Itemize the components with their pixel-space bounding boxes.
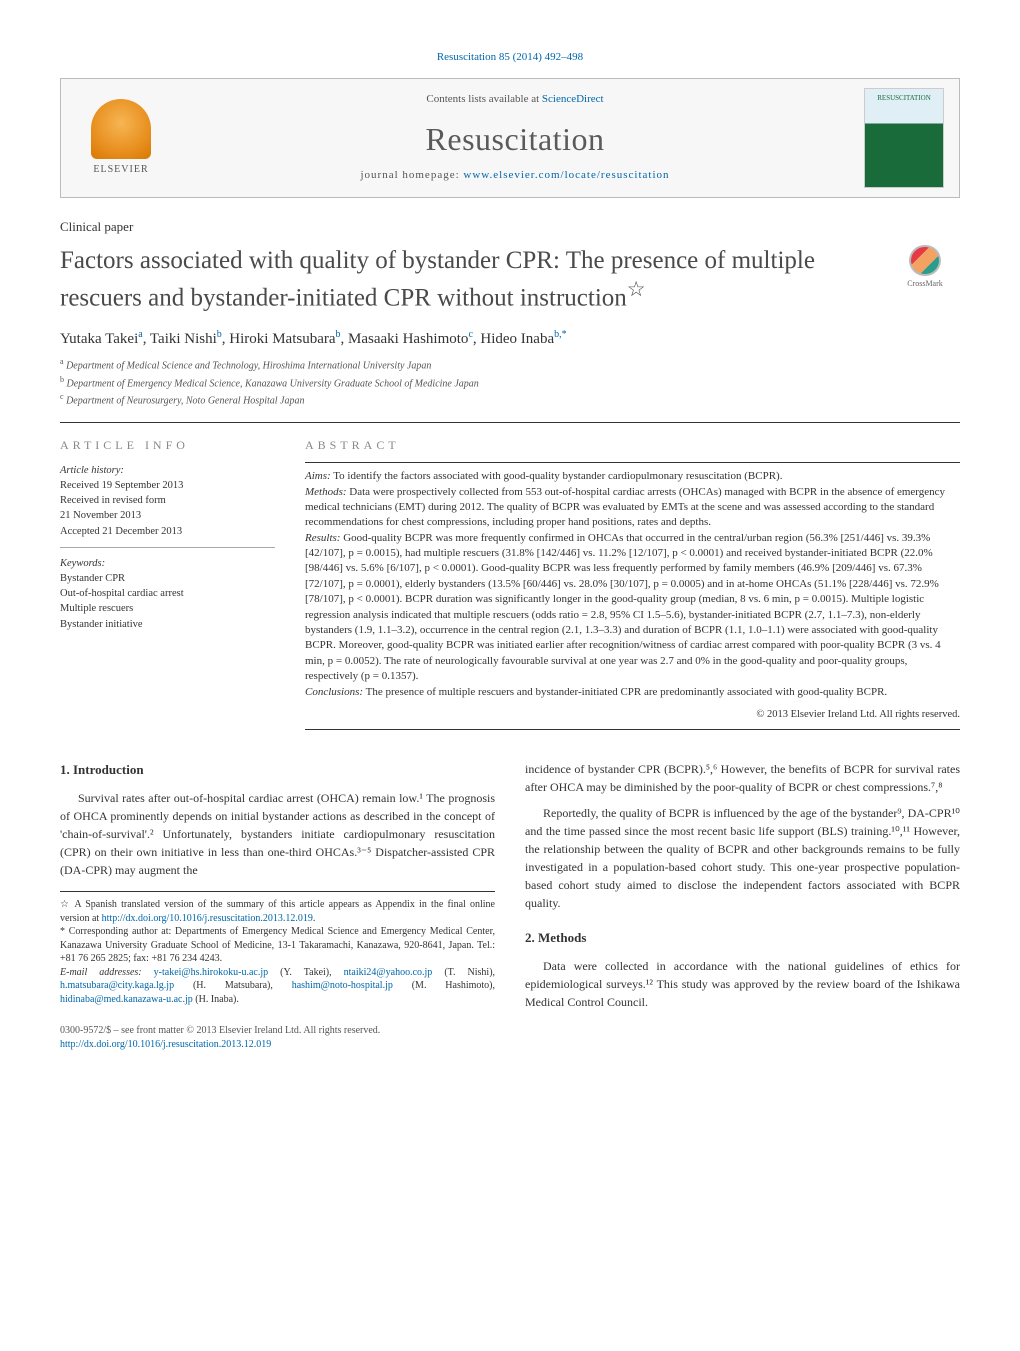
article-info-sidebar: ARTICLE INFO Article history: Received 1… (60, 437, 275, 729)
crossmark-icon (909, 245, 941, 276)
history-label: Article history: (60, 463, 275, 478)
keyword-0: Bystander CPR (60, 571, 275, 586)
authors-list: Yutaka Takeia, Taiki Nishib, Hiroki Mats… (60, 328, 960, 351)
article-title: Factors associated with quality of bysta… (60, 245, 890, 314)
revised-date: 21 November 2013 (60, 508, 275, 523)
footer-doi-link[interactable]: http://dx.doi.org/10.1016/j.resuscitatio… (60, 1038, 495, 1052)
abstract-aims: Aims: To identify the factors associated… (305, 469, 960, 484)
author-3: Masaaki Hashimotoc (348, 331, 473, 347)
author-4: Hideo Inabab,* (480, 331, 566, 347)
elsevier-tree-icon (91, 99, 151, 159)
abstract-bottom-divider (305, 729, 960, 730)
affiliation-c: c Department of Neurosurgery, Noto Gener… (60, 391, 960, 408)
email-label: E-mail addresses: (60, 967, 142, 978)
methods-p1: Data were collected in accordance with t… (525, 957, 960, 1011)
keyword-1: Out-of-hospital cardiac arrest (60, 586, 275, 601)
divider (60, 422, 960, 423)
abstract-divider (305, 462, 960, 463)
footer-line1: 0300-9572/$ – see front matter © 2013 El… (60, 1024, 495, 1038)
cover-title: RESUSCITATION (869, 93, 939, 103)
email-1[interactable]: ntaiki24@yahoo.co.jp (344, 967, 433, 978)
abstract-results: Results: Good-quality BCPR was more freq… (305, 531, 960, 685)
email-4[interactable]: hidinaba@med.kanazawa-u.ac.jp (60, 994, 193, 1005)
footnote-corresponding: * Corresponding author at: Departments o… (60, 925, 495, 966)
author-0: Yutaka Takeia (60, 331, 143, 347)
author-2: Hiroki Matsubarab (229, 331, 340, 347)
journal-homepage: journal homepage: www.elsevier.com/locat… (181, 168, 849, 184)
footer-copyright: 0300-9572/$ – see front matter © 2013 El… (60, 1024, 495, 1052)
footnote-doi-link[interactable]: http://dx.doi.org/10.1016/j.resuscitatio… (102, 913, 313, 924)
intro-heading: 1. Introduction (60, 760, 495, 780)
article-info-heading: ARTICLE INFO (60, 437, 275, 454)
abstract-section: ABSTRACT Aims: To identify the factors a… (305, 437, 960, 729)
abstract-methods: Methods: Data were prospectively collect… (305, 485, 960, 531)
homepage-label: journal homepage: (360, 169, 459, 181)
contents-available: Contents lists available at ScienceDirec… (181, 92, 849, 108)
email-0[interactable]: y-takei@hs.hirokoku-u.ac.jp (154, 967, 268, 978)
email-2[interactable]: h.matsubara@city.kaga.lg.jp (60, 980, 174, 991)
citation-header: Resuscitation 85 (2014) 492–498 (60, 50, 960, 66)
affiliation-a: a Department of Medical Science and Tech… (60, 356, 960, 373)
methods-heading: 2. Methods (525, 928, 960, 948)
crossmark-badge[interactable]: CrossMark (890, 245, 960, 290)
journal-cover-thumb: RESUSCITATION (864, 88, 944, 188)
revised-label: Received in revised form (60, 493, 275, 508)
contents-label: Contents lists available at (426, 93, 539, 105)
email-3[interactable]: hashim@noto-hospital.jp (292, 980, 393, 991)
body-column-right: incidence of bystander CPR (BCPR).⁵,⁶ Ho… (525, 760, 960, 1053)
keyword-3: Bystander initiative (60, 617, 275, 632)
abstract-copyright: © 2013 Elsevier Ireland Ltd. All rights … (305, 708, 960, 723)
footnotes: ☆ A Spanish translated version of the su… (60, 891, 495, 1006)
title-text: Factors associated with quality of bysta… (60, 247, 815, 312)
article-history: Article history: Received 19 September 2… (60, 463, 275, 548)
crossmark-label: CrossMark (907, 278, 943, 290)
article-type: Clinical paper (60, 218, 960, 237)
keywords-block: Keywords: Bystander CPR Out-of-hospital … (60, 556, 275, 640)
intro-p2: incidence of bystander CPR (BCPR).⁵,⁶ Ho… (525, 760, 960, 796)
journal-header-box: ELSEVIER Contents lists available at Sci… (60, 78, 960, 198)
accepted-date: Accepted 21 December 2013 (60, 524, 275, 539)
keyword-2: Multiple rescuers (60, 601, 275, 616)
author-1: Taiki Nishib (150, 331, 222, 347)
elsevier-logo: ELSEVIER (76, 88, 166, 188)
elsevier-label: ELSEVIER (93, 163, 148, 178)
journal-name: Resuscitation (181, 116, 849, 162)
abstract-heading: ABSTRACT (305, 437, 960, 454)
footnote-emails: E-mail addresses: y-takei@hs.hirokoku-u.… (60, 966, 495, 1007)
affiliations: a Department of Medical Science and Tech… (60, 356, 960, 408)
footnote-star: ☆ A Spanish translated version of the su… (60, 898, 495, 925)
title-note-icon: ☆ (627, 277, 646, 301)
received-date: Received 19 September 2013 (60, 478, 275, 493)
affiliation-b: b Department of Emergency Medical Scienc… (60, 374, 960, 391)
abstract-conclusions: Conclusions: The presence of multiple re… (305, 685, 960, 700)
body-column-left: 1. Introduction Survival rates after out… (60, 760, 495, 1053)
keywords-label: Keywords: (60, 556, 275, 571)
intro-p3: Reportedly, the quality of BCPR is influ… (525, 804, 960, 912)
sciencedirect-link[interactable]: ScienceDirect (542, 93, 604, 105)
homepage-link[interactable]: www.elsevier.com/locate/resuscitation (463, 169, 669, 181)
intro-p1: Survival rates after out-of-hospital car… (60, 789, 495, 879)
